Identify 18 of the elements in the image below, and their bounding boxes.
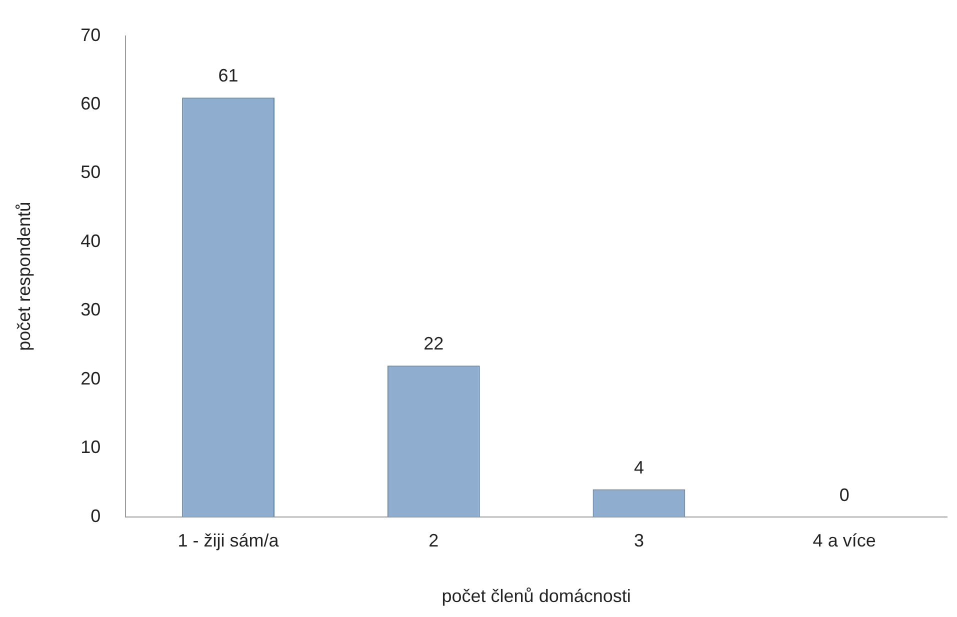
y-axis-title: počet respondentů bbox=[14, 202, 34, 351]
data-label: 4 bbox=[634, 457, 644, 478]
x-tick-label: 4 a více bbox=[812, 530, 876, 551]
y-tick-label: 10 bbox=[80, 437, 101, 458]
y-tick-label: 60 bbox=[80, 93, 101, 114]
data-label: 0 bbox=[839, 484, 850, 505]
y-tick-label: 50 bbox=[80, 162, 101, 182]
y-tick-label: 40 bbox=[80, 230, 101, 251]
x-tick-label: 3 bbox=[634, 530, 644, 551]
y-tick-label: 0 bbox=[90, 506, 101, 526]
x-tick-label: 1 - žiji sám/a bbox=[178, 530, 280, 551]
x-tick-label: 2 bbox=[428, 530, 439, 551]
x-axis-title: počet členů domácnosti bbox=[442, 586, 631, 606]
data-label: 61 bbox=[218, 66, 238, 86]
data-label: 22 bbox=[424, 334, 444, 354]
y-tick-label: 20 bbox=[80, 368, 101, 388]
y-tick-label: 30 bbox=[80, 300, 101, 320]
y-tick-label: 70 bbox=[80, 24, 101, 45]
